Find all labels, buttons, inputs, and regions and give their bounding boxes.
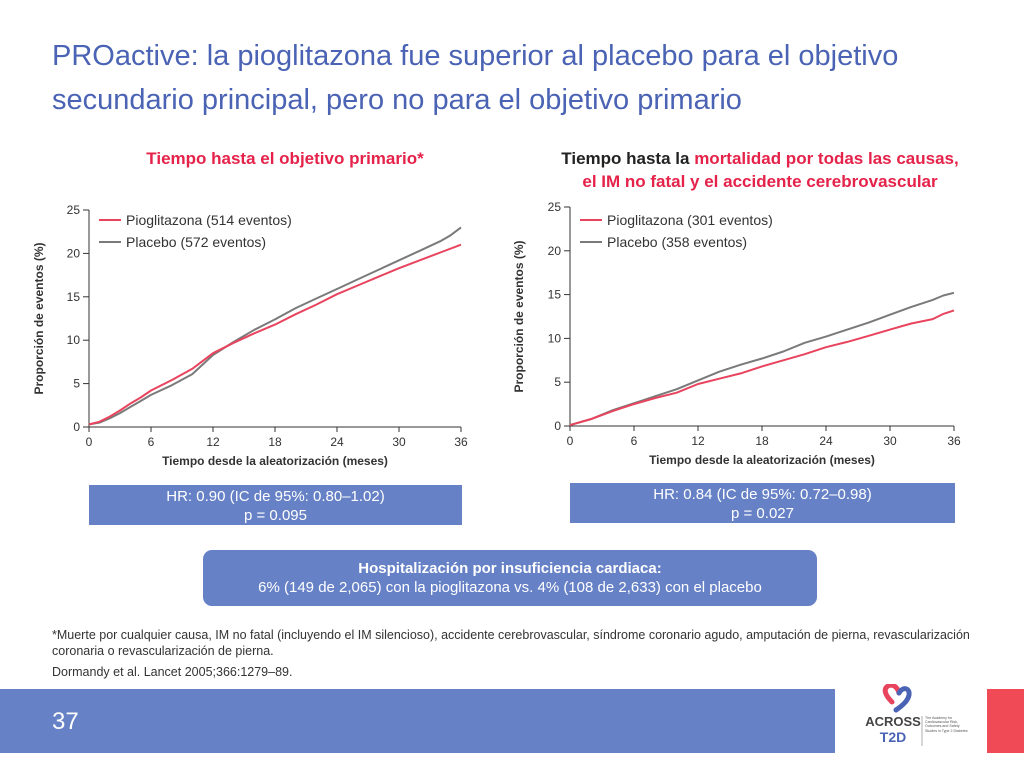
y-tick-label: 5 [73,377,80,391]
page-number: 37 [52,708,79,735]
y-tick-label: 10 [67,333,81,347]
y-tick-label: 5 [554,375,561,389]
placebo-line [569,291,955,427]
y-axis-label: Proporción de eventos (%) [32,242,46,394]
pioglitazone-line [569,309,955,427]
legend-label-pioglitazone: Pioglitazona (514 eventos) [126,212,292,228]
x-tick-label: 36 [947,434,961,448]
y-tick-label: 20 [67,246,81,260]
y-axis-label: Proporción de eventos (%) [512,240,526,392]
right-chart: 0 5 10 15 20 25 0 6 12 18 24 30 36 Tiempo desde la al… [512,200,961,467]
x-tick-label: 36 [454,435,468,449]
placebo-line [88,226,462,426]
legend-label-placebo: Placebo (358 eventos) [607,234,747,250]
across-t2d-logo: ACROSS T2D The Academy for Cardiovascula… [865,684,968,746]
right-chart-title: Tiempo hasta la mortalidad por todas las… [505,147,1015,193]
footnote: *Muerte por cualquier causa, IM no fatal… [52,628,970,658]
legend-label-placebo: Placebo (572 eventos) [126,234,266,250]
right-title-part1: Tiempo hasta la [561,149,695,168]
reference: Dormandy et al. Lancet 2005;366:1279–89. [52,665,293,679]
left-chart: 0 5 10 15 20 25 0 6 12 18 24 30 36 Tiempo desde la al… [32,203,468,468]
right-hr-text: HR: 0.84 (IC de 95%: 0.72–0.98) [653,486,872,503]
x-tick-label: 30 [883,434,897,448]
x-tick-label: 6 [631,434,638,448]
x-tick-label: 18 [755,434,769,448]
hospitalization-detail: 6% (149 de 2,065) con la pioglitazona vs… [258,579,762,596]
x-tick-label: 12 [691,434,705,448]
hospitalization-heading: Hospitalización por insuficiencia cardia… [358,560,662,577]
heart-logo-icon [882,684,912,713]
x-tick-label: 30 [392,435,406,449]
x-tick-label: 0 [567,434,574,448]
x-axis-label: Tiempo desde la aleatorización (meses) [649,453,875,467]
right-p-value: p = 0.027 [731,505,794,522]
right-title-line2: el IM no fatal y el accidente cerebrovas… [582,172,938,191]
x-tick-label: 18 [268,435,282,449]
x-tick-label: 6 [148,435,155,449]
hospitalization-box: Hospitalización por insuficiencia cardia… [203,550,817,606]
right-hr-box: HR: 0.84 (IC de 95%: 0.72–0.98) p = 0.02… [570,483,955,523]
left-hr-text: HR: 0.90 (IC de 95%: 0.80–1.02) [166,488,385,505]
y-tick-label: 15 [548,288,562,302]
footer-bar [0,689,835,753]
y-tick-label: 25 [67,203,81,217]
y-tick-label: 0 [73,420,80,434]
logo-text-1: ACROSS [865,714,921,729]
left-p-value: p = 0.095 [244,507,307,524]
x-tick-label: 24 [819,434,833,448]
y-tick-label: 15 [67,290,81,304]
logo-tagline: The Academy for Cardiovascular Risk, Out… [925,716,968,733]
pioglitazone-line [88,243,462,426]
red-accent-bar [987,689,1024,753]
left-hr-box: HR: 0.90 (IC de 95%: 0.80–1.02) p = 0.09… [89,485,462,525]
legend-label-pioglitazone: Pioglitazona (301 eventos) [607,212,773,228]
left-chart-title: Tiempo hasta el objetivo primario* [146,149,424,168]
x-tick-label: 0 [86,435,93,449]
y-tick-label: 10 [548,331,562,345]
logo-text-2: T2D [880,729,906,745]
x-axis-label: Tiempo desde la aleatorización (meses) [162,454,388,468]
x-tick-label: 12 [206,435,220,449]
y-tick-label: 20 [548,244,562,258]
y-tick-label: 25 [548,200,562,214]
x-tick-label: 24 [330,435,344,449]
slide-title: PROactive: la pioglitazona fue superior … [52,40,899,116]
y-tick-label: 0 [554,419,561,433]
right-title-part2: mortalidad por todas las causas, [694,149,959,168]
